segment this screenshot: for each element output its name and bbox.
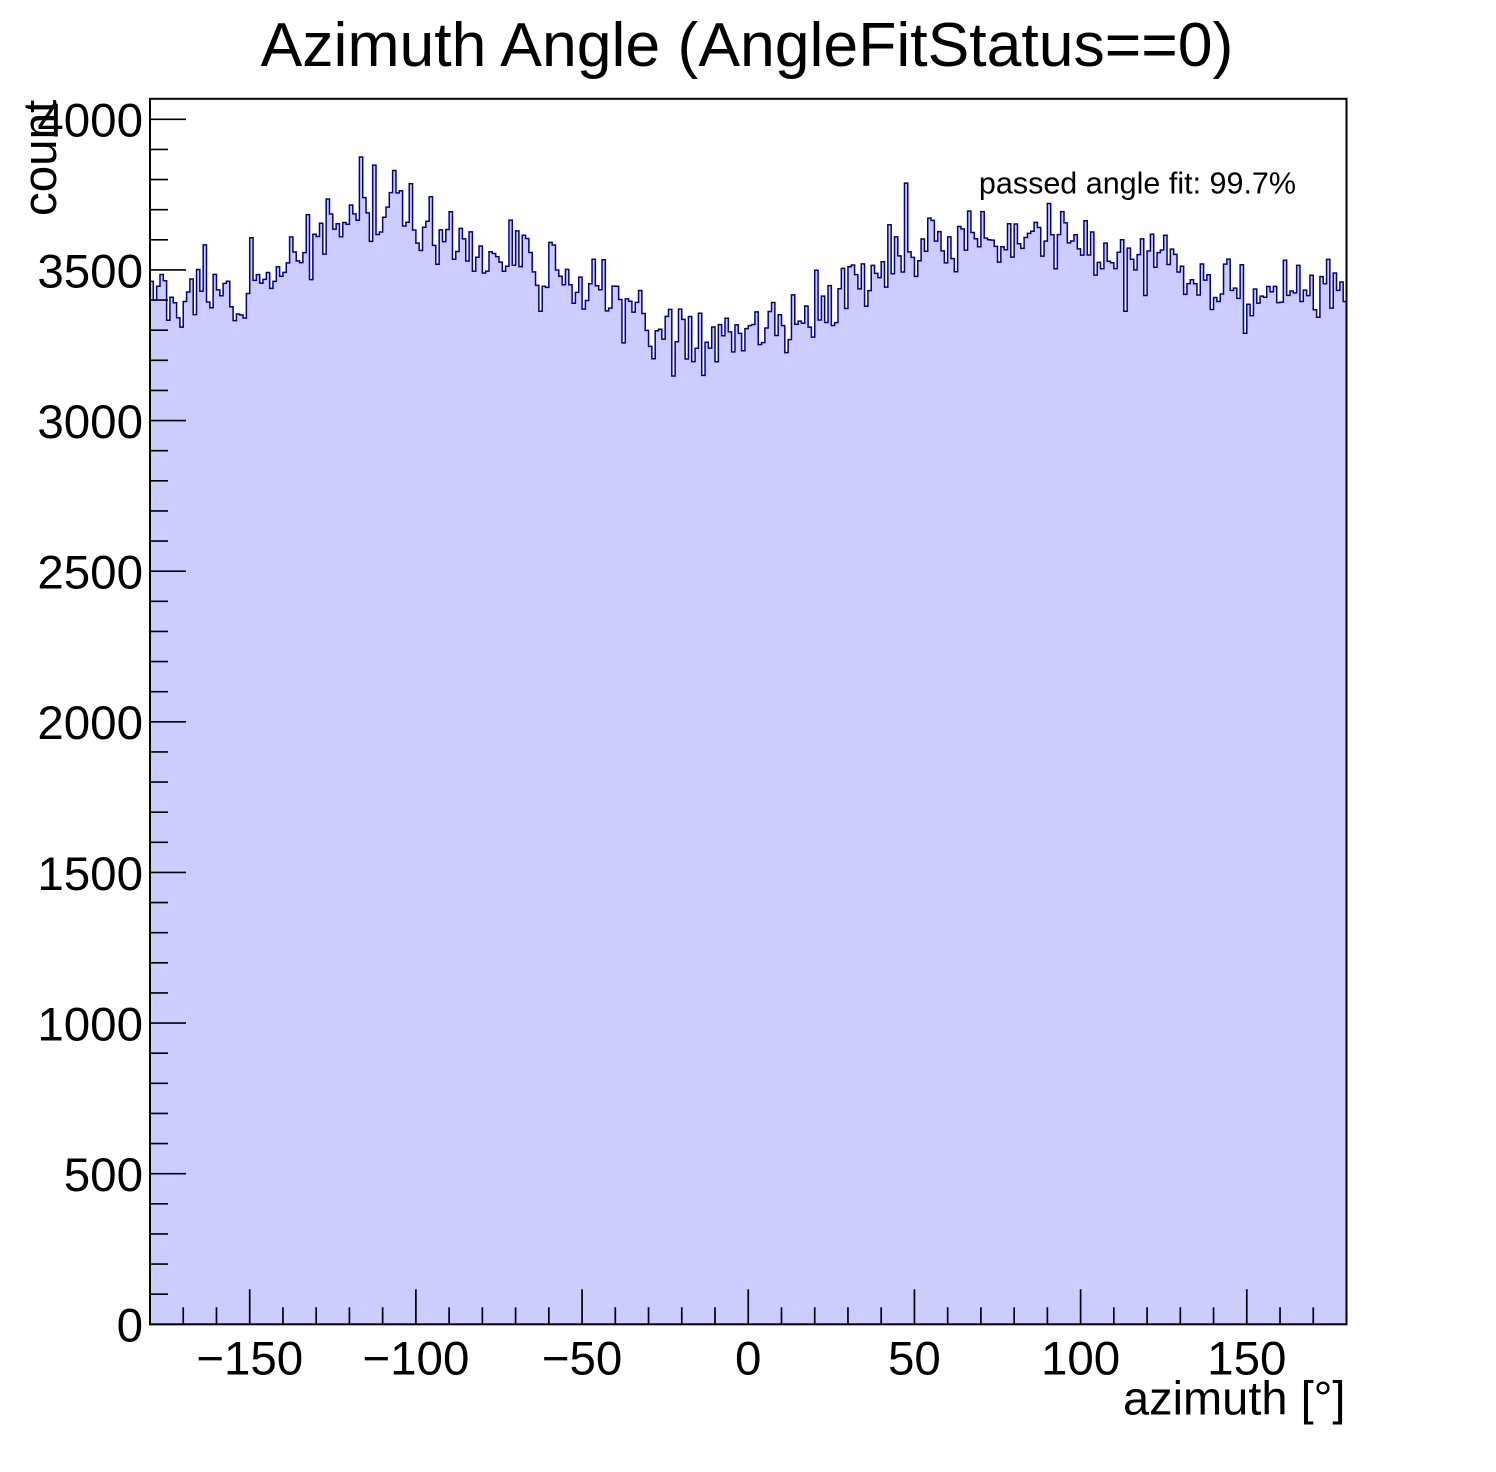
svg-text:3500: 3500 xyxy=(37,245,143,298)
svg-text:0: 0 xyxy=(117,1300,143,1353)
svg-text:3000: 3000 xyxy=(37,396,143,449)
svg-text:4000: 4000 xyxy=(37,95,143,148)
svg-text:azimuth [°]: azimuth [°] xyxy=(1123,1372,1346,1425)
svg-text:Azimuth Angle (AngleFitStatus=: Azimuth Angle (AngleFitStatus==0) xyxy=(261,10,1234,80)
svg-text:−100: −100 xyxy=(362,1333,469,1386)
svg-text:2500: 2500 xyxy=(37,547,143,600)
svg-text:0: 0 xyxy=(735,1333,761,1386)
svg-text:passed angle fit: 99.7%: passed angle fit: 99.7% xyxy=(979,167,1296,201)
svg-text:50: 50 xyxy=(888,1333,941,1386)
svg-text:150: 150 xyxy=(1207,1333,1286,1386)
svg-text:1500: 1500 xyxy=(37,848,143,901)
svg-text:500: 500 xyxy=(64,1149,143,1202)
svg-text:100: 100 xyxy=(1041,1333,1120,1386)
svg-text:−50: −50 xyxy=(542,1333,623,1386)
svg-text:count: count xyxy=(14,100,67,216)
svg-text:2000: 2000 xyxy=(37,697,143,750)
svg-text:1000: 1000 xyxy=(37,998,143,1051)
svg-text:−150: −150 xyxy=(196,1333,303,1386)
